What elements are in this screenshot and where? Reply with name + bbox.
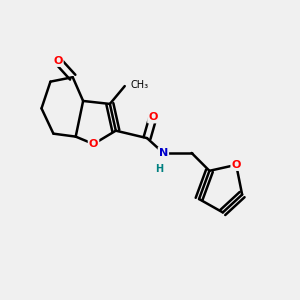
Text: O: O <box>89 139 98 149</box>
Text: N: N <box>159 148 168 158</box>
Text: H: H <box>155 164 163 174</box>
Text: CH₃: CH₃ <box>131 80 149 90</box>
Text: O: O <box>232 160 241 170</box>
Text: O: O <box>148 112 158 122</box>
Text: O: O <box>53 56 62 66</box>
